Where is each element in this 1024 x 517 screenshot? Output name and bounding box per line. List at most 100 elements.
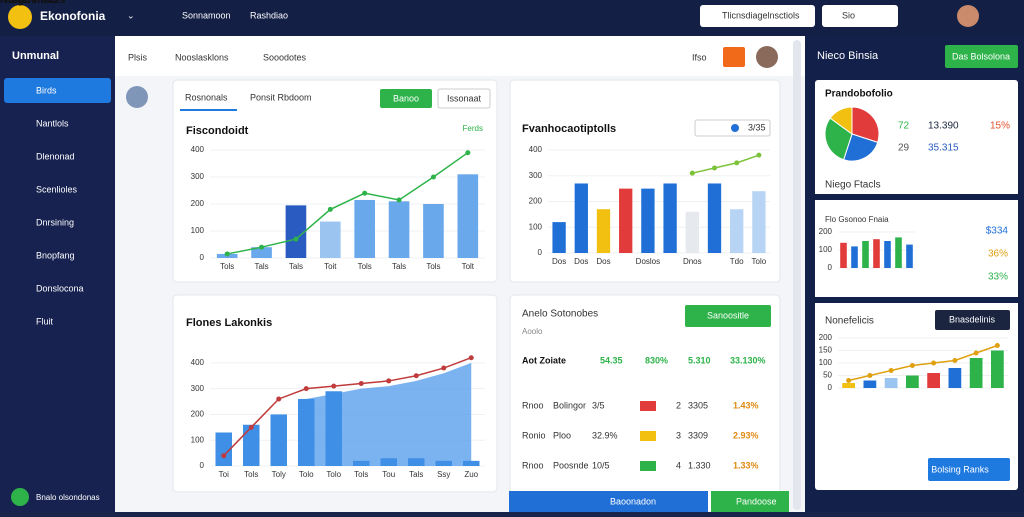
y-tick-label: 100 [819, 245, 833, 254]
x-tick-label: Dos [552, 257, 566, 266]
sidebar-item[interactable]: Dlenonad [36, 151, 75, 161]
button[interactable] [380, 89, 432, 108]
bar [895, 237, 902, 268]
point [909, 363, 915, 368]
button[interactable] [935, 310, 1010, 330]
x-tick-label: Tals [392, 262, 406, 271]
nav[interactable]: Sonnamoon [182, 10, 231, 20]
cell: 32.9% [592, 430, 618, 440]
bar [840, 242, 847, 268]
x-tick-label: Tals [254, 262, 268, 271]
bar [641, 188, 655, 253]
point [293, 236, 299, 242]
bar [353, 460, 370, 466]
bar [873, 239, 880, 268]
line [227, 152, 469, 255]
search[interactable] [700, 5, 815, 27]
stat: 35.315 [928, 143, 959, 154]
button[interactable] [685, 305, 771, 327]
y-tick-label: 400 [529, 145, 543, 154]
footer-button[interactable] [509, 491, 708, 512]
button-label: Issonaat [447, 93, 482, 103]
card-title: Nonefelicis [825, 316, 874, 327]
stat: 13.390 [928, 121, 959, 132]
y-tick-label: 200 [819, 333, 833, 342]
bar [991, 350, 1004, 388]
footer-label[interactable]: Pandoose [736, 496, 777, 506]
sidebar-item[interactable]: Birds [36, 85, 57, 95]
y-tick-label: 300 [191, 172, 205, 181]
sidebar-item[interactable]: Scenlioles [36, 184, 78, 194]
bar [927, 373, 940, 388]
search[interactable] [822, 5, 898, 27]
pie-slice [851, 106, 880, 143]
y-tick-label: 200 [819, 227, 833, 236]
subtitle: Aoolo [522, 327, 543, 336]
bar [685, 211, 699, 253]
point [327, 206, 333, 212]
sidebar-item[interactable]: Nantlols [36, 118, 69, 128]
tab[interactable]: Ponsit Rbdoom [250, 92, 312, 102]
toolbar-tab[interactable]: Sooodotes [263, 52, 307, 62]
cell: 1.43% [733, 400, 759, 410]
bar [388, 201, 410, 258]
sidebar-item[interactable]: Dnrsining [36, 217, 74, 227]
point [689, 170, 695, 176]
y-tick-label: 300 [191, 384, 205, 393]
sidebar-item[interactable]: Donslocona [36, 283, 84, 293]
y-tick-label: 100 [819, 358, 833, 367]
pie-slice [829, 106, 853, 135]
button[interactable] [928, 458, 1010, 481]
tab[interactable]: Rosnonals [185, 92, 228, 102]
chart-title: Nonefelicis [0, 0, 59, 6]
avatar[interactable] [756, 46, 778, 68]
cell: Poosnde [553, 460, 589, 470]
nav[interactable]: Rashdiao [250, 10, 288, 20]
card-title: Niego Ftacls [825, 180, 881, 191]
point [888, 368, 894, 373]
x-tick-label: Dos [596, 257, 610, 266]
x-tick-label: Tols [220, 262, 234, 271]
x-tick-label: Tou [382, 470, 395, 479]
stat: 29 [898, 143, 910, 154]
cell: Ronio [522, 430, 546, 440]
point [221, 453, 227, 459]
badge[interactable] [723, 47, 745, 67]
point [931, 360, 937, 366]
stat: $334 [986, 226, 1009, 237]
x-tick-label: Tols [354, 470, 368, 479]
toolbar-tab[interactable]: Nooslasklons [175, 52, 229, 62]
y-tick-label: 400 [191, 145, 205, 154]
search-text: Tlicnsdiagelnsctiols [722, 10, 800, 20]
point [259, 244, 265, 250]
y-tick-label: 0 [200, 461, 205, 470]
bar [619, 188, 633, 253]
toolbar-label: Ifso [692, 52, 707, 62]
button[interactable] [945, 45, 1018, 68]
cell: 3309 [688, 430, 708, 440]
bar [435, 460, 452, 466]
sidebar-item[interactable]: Bnopfang [36, 250, 75, 260]
active-item[interactable] [4, 78, 111, 103]
footer-label[interactable]: Baoonadon [610, 496, 656, 506]
button[interactable] [437, 88, 491, 109]
scrollbar[interactable] [793, 40, 801, 510]
chart-title: Flones Lakonkis [186, 317, 272, 329]
toolbar-tab[interactable]: Plsis [128, 52, 148, 62]
bar [354, 199, 375, 258]
line [848, 344, 998, 382]
cell: 3/5 [592, 400, 605, 410]
bar [969, 358, 983, 388]
avatar[interactable] [957, 5, 979, 27]
footer-button[interactable] [711, 491, 789, 512]
cell: 1.33% [733, 460, 759, 470]
stat: 72 [898, 121, 910, 132]
bar [948, 368, 962, 388]
y-tick-label: 100 [191, 226, 205, 235]
point [276, 396, 282, 402]
cell: 3305 [688, 400, 708, 410]
sidebar-item[interactable]: Fluit [36, 316, 54, 326]
cell: 3 [676, 430, 681, 440]
y-tick-label: 400 [191, 358, 205, 367]
